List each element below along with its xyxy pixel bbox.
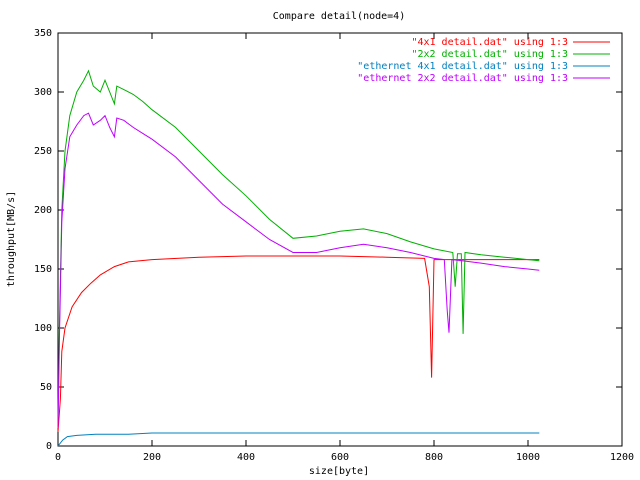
y-tick-label: 300 <box>34 87 52 98</box>
x-tick-label: 1000 <box>516 452 540 463</box>
legend-label-1: "4x1 detail.dat" using 1:3 <box>411 37 568 48</box>
x-tick-label: 600 <box>331 452 349 463</box>
y-axis-ticks: 0 50 100 150 200 250 300 350 <box>34 28 622 452</box>
series-line-1 <box>57 255 540 432</box>
legend-label-2: "2x2 detail.dat" using 1:3 <box>411 49 568 60</box>
x-axis-ticks: 0 200 400 600 800 1000 1200 <box>55 33 634 463</box>
legend-label-3: "ethernet 4x1 detail.dat" using 1:3 <box>357 61 568 72</box>
y-tick-label: 350 <box>34 28 52 39</box>
y-tick-label: 0 <box>46 441 52 452</box>
x-tick-label: 400 <box>237 452 255 463</box>
series-line-2 <box>57 69 540 425</box>
x-tick-label: 0 <box>55 452 61 463</box>
series-line-3 <box>57 432 540 447</box>
x-tick-label: 200 <box>143 452 161 463</box>
y-tick-label: 250 <box>34 146 52 157</box>
series-line-4 <box>57 112 540 429</box>
x-axis-label: size[byte] <box>309 466 369 477</box>
series-layer <box>57 69 540 447</box>
y-tick-label: 200 <box>34 205 52 216</box>
plot-frame <box>57 32 623 447</box>
x-tick-label: 800 <box>425 452 443 463</box>
legend: "4x1 detail.dat" using 1:3"2x2 detail.da… <box>357 37 610 84</box>
y-axis-label: throughput[MB/s] <box>6 191 17 287</box>
y-tick-label: 150 <box>34 264 52 275</box>
chart-title: Compare detail(node=4) <box>273 11 405 22</box>
x-tick-label: 1200 <box>610 452 634 463</box>
y-tick-label: 100 <box>34 323 52 334</box>
y-tick-label: 50 <box>40 382 52 393</box>
legend-label-4: "ethernet 2x2 detail.dat" using 1:3 <box>357 73 568 84</box>
